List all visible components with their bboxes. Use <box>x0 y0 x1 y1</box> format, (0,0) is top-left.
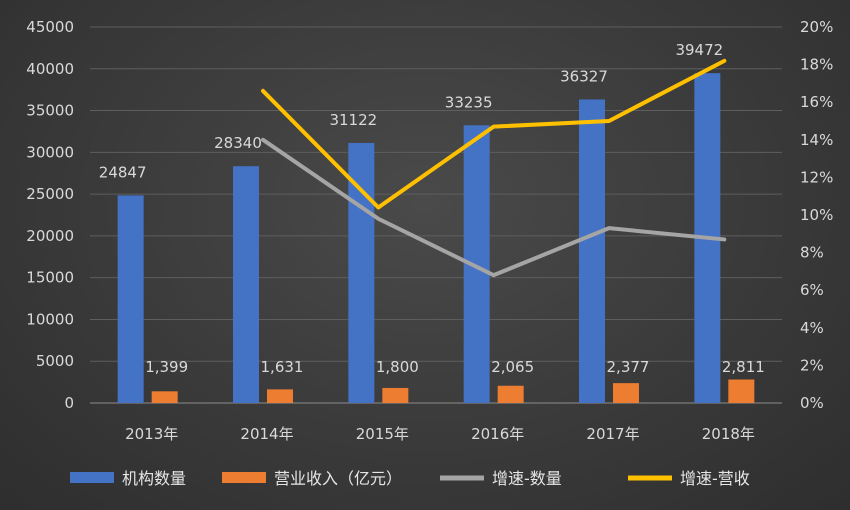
legend: 机构数量 营业收入（亿元） 增速-数量 增速-营收 <box>70 469 750 488</box>
bar-data-label: 1,800 <box>376 358 419 376</box>
legend-label: 营业收入（亿元） <box>274 469 402 488</box>
x-tick-label: 2014年 <box>240 425 293 443</box>
bar-data-label: 36327 <box>560 67 608 85</box>
y-right-tick-label: 10% <box>800 206 833 224</box>
y-left-tick-label: 25000 <box>26 185 74 203</box>
bar-data-label: 1,631 <box>261 358 304 376</box>
y-right-tick-label: 12% <box>800 168 833 186</box>
y-right-tick-label: 14% <box>800 131 833 149</box>
bar-data-label: 31122 <box>329 111 377 129</box>
y-right-tick-label: 18% <box>800 56 833 74</box>
bar-data-label: 2,065 <box>491 358 534 376</box>
bar-data-label: 33235 <box>445 93 493 111</box>
bar <box>348 142 375 403</box>
data-labels: 24847 28340 31122 33235 36327 39472 1,399 1,631… <box>99 41 765 376</box>
bar-data-label: 2,377 <box>607 358 650 376</box>
y-left-tick-label: 15000 <box>26 269 74 287</box>
y-left-tick-label: 40000 <box>26 60 74 78</box>
bar <box>117 195 144 403</box>
bar-data-label: 39472 <box>675 41 723 59</box>
bar-data-label: 1,399 <box>145 358 188 376</box>
bar <box>151 391 178 403</box>
y-left-tick-label: 10000 <box>26 310 74 328</box>
bars <box>117 73 755 404</box>
x-tick-label: 2018年 <box>702 425 755 443</box>
y-right-tick-label: 6% <box>800 281 824 299</box>
y-left-tick-label: 45000 <box>26 18 74 36</box>
bar <box>579 99 605 403</box>
bar <box>267 389 293 403</box>
y-right-tick-label: 4% <box>800 319 824 337</box>
legend-swatch <box>70 472 114 483</box>
y-left-tick-label: 5000 <box>36 352 74 370</box>
y-right-tick-label: 2% <box>800 356 824 374</box>
y-left-tick-label: 35000 <box>26 102 74 120</box>
legend-label: 机构数量 <box>122 469 186 488</box>
y-right-tick-label: 8% <box>800 244 824 262</box>
gridlines <box>90 26 782 404</box>
legend-swatch <box>222 472 266 483</box>
bar <box>728 379 755 403</box>
y-left-tick-label: 0 <box>64 394 74 412</box>
x-tick-label: 2016年 <box>471 425 524 443</box>
bar <box>613 383 639 403</box>
y-right-tick-label: 0% <box>800 394 824 412</box>
lines <box>261 58 727 278</box>
legend-label: 增速-数量 <box>492 469 562 488</box>
y-left-tick-label: 20000 <box>26 227 74 245</box>
bar <box>233 166 259 403</box>
x-tick-label: 2013年 <box>125 425 178 443</box>
y-right-tick-label: 16% <box>800 93 833 111</box>
x-tick-label: 2017年 <box>586 425 639 443</box>
bar <box>382 387 409 403</box>
bar-data-label: 24847 <box>99 163 147 181</box>
bar-data-label: 2,811 <box>722 358 765 376</box>
y-right-tick-label: 20% <box>800 18 833 36</box>
axes: 0 5000 10000 15000 20000 25000 30000 35000 40000… <box>26 18 833 443</box>
bar <box>497 385 524 403</box>
bar-data-label: 28340 <box>214 134 262 152</box>
x-tick-label: 2015年 <box>356 425 409 443</box>
legend-label: 增速-营收 <box>680 469 750 488</box>
series-line <box>261 137 727 278</box>
y-left-tick-label: 30000 <box>26 143 74 161</box>
series-line <box>261 58 727 210</box>
